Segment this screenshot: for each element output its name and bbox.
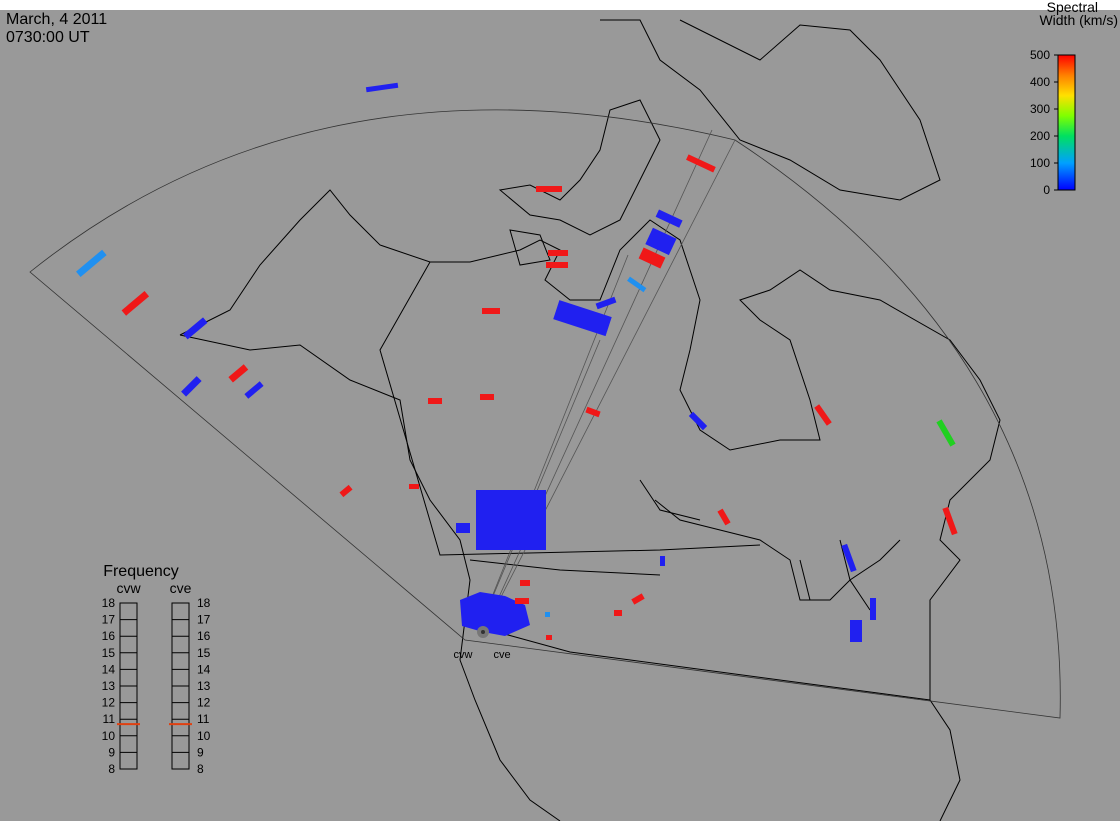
colorbar-tick-label: 0 <box>1043 183 1050 197</box>
frequency-tick-label: 14 <box>197 662 211 676</box>
coastlines <box>179 19 1001 821</box>
colorbar-tick-label: 200 <box>1030 129 1050 143</box>
frequency-tick-label: 10 <box>197 729 211 743</box>
frequency-tick-label: 16 <box>197 629 211 643</box>
frequency-tick-label: 18 <box>102 596 116 610</box>
frequency-tick-label: 12 <box>102 696 116 710</box>
colorbar-title: Width (km/s) <box>1039 12 1118 28</box>
colorbar-tick-label: 100 <box>1030 156 1050 170</box>
radar-name: cvw <box>116 580 141 596</box>
frequency-tick-label: 15 <box>102 646 116 660</box>
colorbar-tick-label: 400 <box>1030 75 1050 89</box>
frequency-tick-label: 18 <box>197 596 211 610</box>
frequency-tick-label: 10 <box>102 729 116 743</box>
frequency-tick-label: 14 <box>102 662 116 676</box>
date: March, 4 2011 <box>6 11 107 28</box>
dynamic-layer: 0100200300400500cvw89101112131415161718c… <box>102 48 1058 776</box>
station-label: cvw <box>454 649 473 661</box>
frequency-tick-label: 12 <box>197 696 211 710</box>
frequency-tick-label: 9 <box>197 745 204 759</box>
frequency-tick-label: 13 <box>102 679 116 693</box>
station-label: cve <box>493 649 510 661</box>
frequency-tick-label: 11 <box>103 712 116 726</box>
echoes <box>76 82 958 642</box>
frequency-tick-label: 13 <box>197 679 211 693</box>
radar-name: cve <box>170 580 192 596</box>
colorbar-tick-label: 500 <box>1030 48 1050 62</box>
frequency-tick-label: 11 <box>197 712 210 726</box>
frequency-tick-label: 8 <box>108 762 115 776</box>
frequency-tick-label: 15 <box>197 646 211 660</box>
field-of-view <box>29 109 1061 719</box>
colorbar-title: Spectral <box>1047 0 1098 15</box>
frequency-tick-label: 16 <box>102 629 116 643</box>
colorbar-tick-label: 300 <box>1030 102 1050 116</box>
frequency-title: Frequency <box>103 563 179 580</box>
colorbar <box>1057 54 1076 191</box>
frequency-tick-label: 17 <box>197 613 211 627</box>
time: 0730:00 UT <box>6 29 90 46</box>
frequency-tick-label: 9 <box>108 745 115 759</box>
frequency-tick-label: 17 <box>102 613 116 627</box>
frequency-tick-label: 8 <box>197 762 204 776</box>
top-strip <box>0 0 1120 10</box>
